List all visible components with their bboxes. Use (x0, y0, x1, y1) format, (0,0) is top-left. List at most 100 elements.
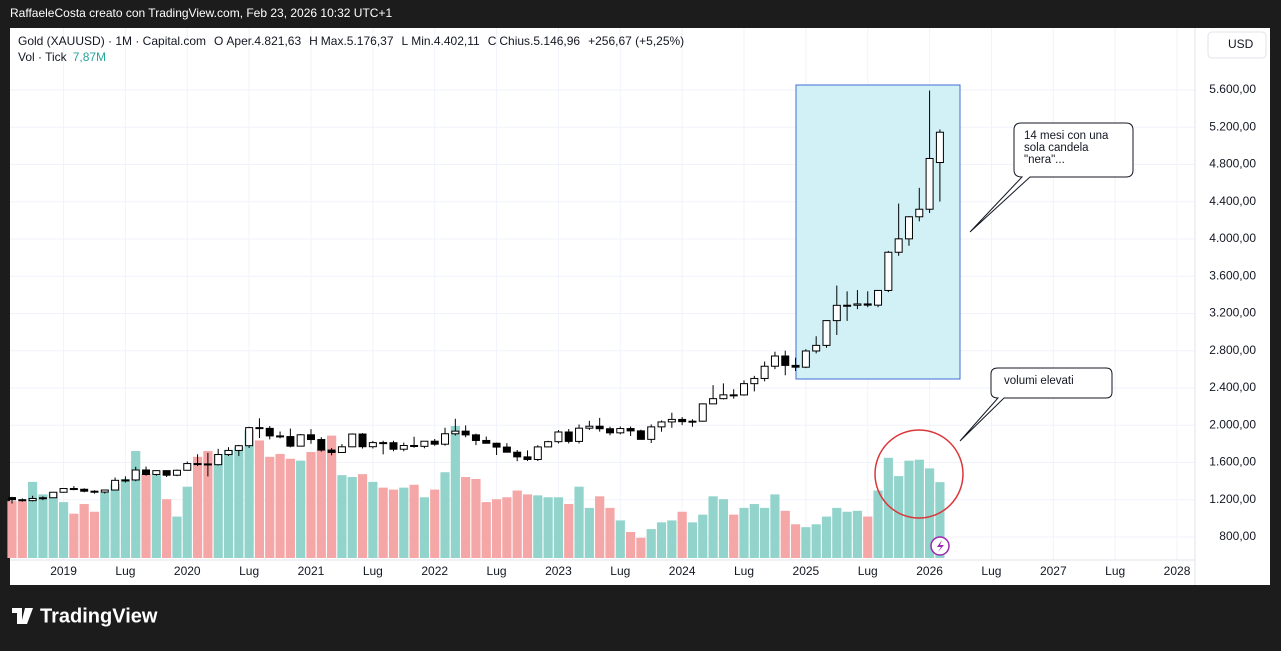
candle-body (678, 418, 687, 423)
x-tick-label: Lug (734, 564, 754, 578)
candle-body (245, 427, 254, 447)
candle-body (801, 350, 810, 368)
volume-bar (811, 524, 821, 558)
volume-bar (378, 487, 388, 558)
volume-bar (38, 494, 48, 558)
x-tick-label: 2024 (669, 564, 696, 578)
candle-body (770, 355, 779, 367)
volume-bar (852, 510, 863, 558)
y-tick-label: 3.600,00 (1209, 268, 1256, 282)
candle-body (296, 434, 305, 447)
y-tick-label: 1.200,00 (1209, 492, 1256, 506)
candle-body (337, 446, 346, 453)
volume-bar (285, 458, 295, 558)
volume-bar (739, 507, 749, 558)
ohlc-key: H (309, 34, 318, 48)
candle-body (554, 431, 563, 443)
candle-body (379, 442, 388, 445)
volume-bar (924, 468, 935, 558)
candle-body (49, 491, 58, 499)
volume-bar (832, 507, 842, 558)
candle-body (172, 469, 181, 476)
candle-body (709, 398, 718, 405)
x-tick-label: Lug (115, 564, 135, 578)
volume-bar (894, 476, 904, 558)
volume-bar (533, 495, 543, 558)
volume-bar (234, 447, 244, 558)
credit: RaffaeleCosta creato con TradingView.com… (10, 6, 392, 20)
volume-bar (17, 501, 27, 558)
candle-body (698, 403, 707, 422)
candle-body (100, 489, 109, 493)
logo: TradingView (12, 605, 158, 627)
volume-bar (543, 497, 553, 558)
candle-body (915, 208, 924, 218)
candle-body (533, 446, 542, 460)
candle-body (832, 304, 841, 322)
candle-body (327, 449, 336, 453)
candle-body (317, 439, 326, 451)
x-tick-label: 2022 (421, 564, 448, 578)
candle-body (214, 454, 223, 466)
volume-bar (203, 451, 213, 558)
volume-bar (780, 510, 790, 558)
volume-bar (430, 489, 440, 558)
volume-bar (502, 497, 512, 558)
candle-body (636, 430, 645, 440)
candle-body (513, 451, 522, 458)
volume-bar (110, 483, 120, 558)
alert-bolt (937, 540, 944, 552)
volume-bar (182, 486, 192, 558)
volume-bar (863, 516, 873, 558)
x-tick-label: 2027 (1040, 564, 1067, 578)
volume-bar (801, 527, 811, 558)
candle-body (461, 430, 470, 436)
candle-body (812, 344, 821, 352)
volume-bar (760, 507, 770, 558)
y-tick-label: 2.000,00 (1209, 417, 1256, 431)
candle-body (585, 425, 594, 429)
volume-bar (120, 478, 131, 558)
x-tick-label: Lug (981, 564, 1001, 578)
candle-body (575, 427, 584, 442)
volume-bar (172, 516, 182, 558)
volume-bar (873, 490, 883, 558)
volume-circle (874, 429, 964, 519)
volume-bar (698, 514, 708, 558)
volume-bar (605, 507, 615, 558)
currency-button[interactable] (1207, 31, 1267, 59)
volume-bar (327, 435, 337, 558)
volume-bar (522, 494, 533, 558)
candle-body (368, 442, 377, 448)
candle-body (286, 436, 295, 447)
volume-value: 7,87M (73, 50, 106, 64)
candle-body (523, 456, 532, 460)
highlight-box (795, 84, 961, 380)
x-tick-label: 2021 (298, 564, 325, 578)
volume-label: Vol · Tick (18, 50, 68, 64)
volume-bar (419, 497, 429, 558)
volume-bar (904, 460, 914, 558)
y-tick-label: 4.400,00 (1209, 194, 1256, 208)
candle-body (348, 433, 357, 448)
y-tick-label: 3.200,00 (1209, 306, 1256, 320)
candle-body (38, 497, 47, 500)
volume-bar (223, 450, 234, 558)
ohlc-key: L (402, 34, 409, 48)
volume-bar (337, 475, 347, 558)
candle-body (451, 430, 460, 435)
candle-body (255, 427, 264, 430)
volume-bar (595, 496, 605, 558)
volume-bar (708, 496, 718, 558)
candle-body (471, 434, 480, 441)
volume-bar (306, 452, 316, 558)
candle-body (142, 469, 151, 475)
volume-bar (481, 502, 491, 558)
volume-bar (244, 429, 254, 558)
candle-body (853, 303, 862, 306)
candle-body (502, 446, 511, 453)
candle-body (750, 377, 759, 385)
